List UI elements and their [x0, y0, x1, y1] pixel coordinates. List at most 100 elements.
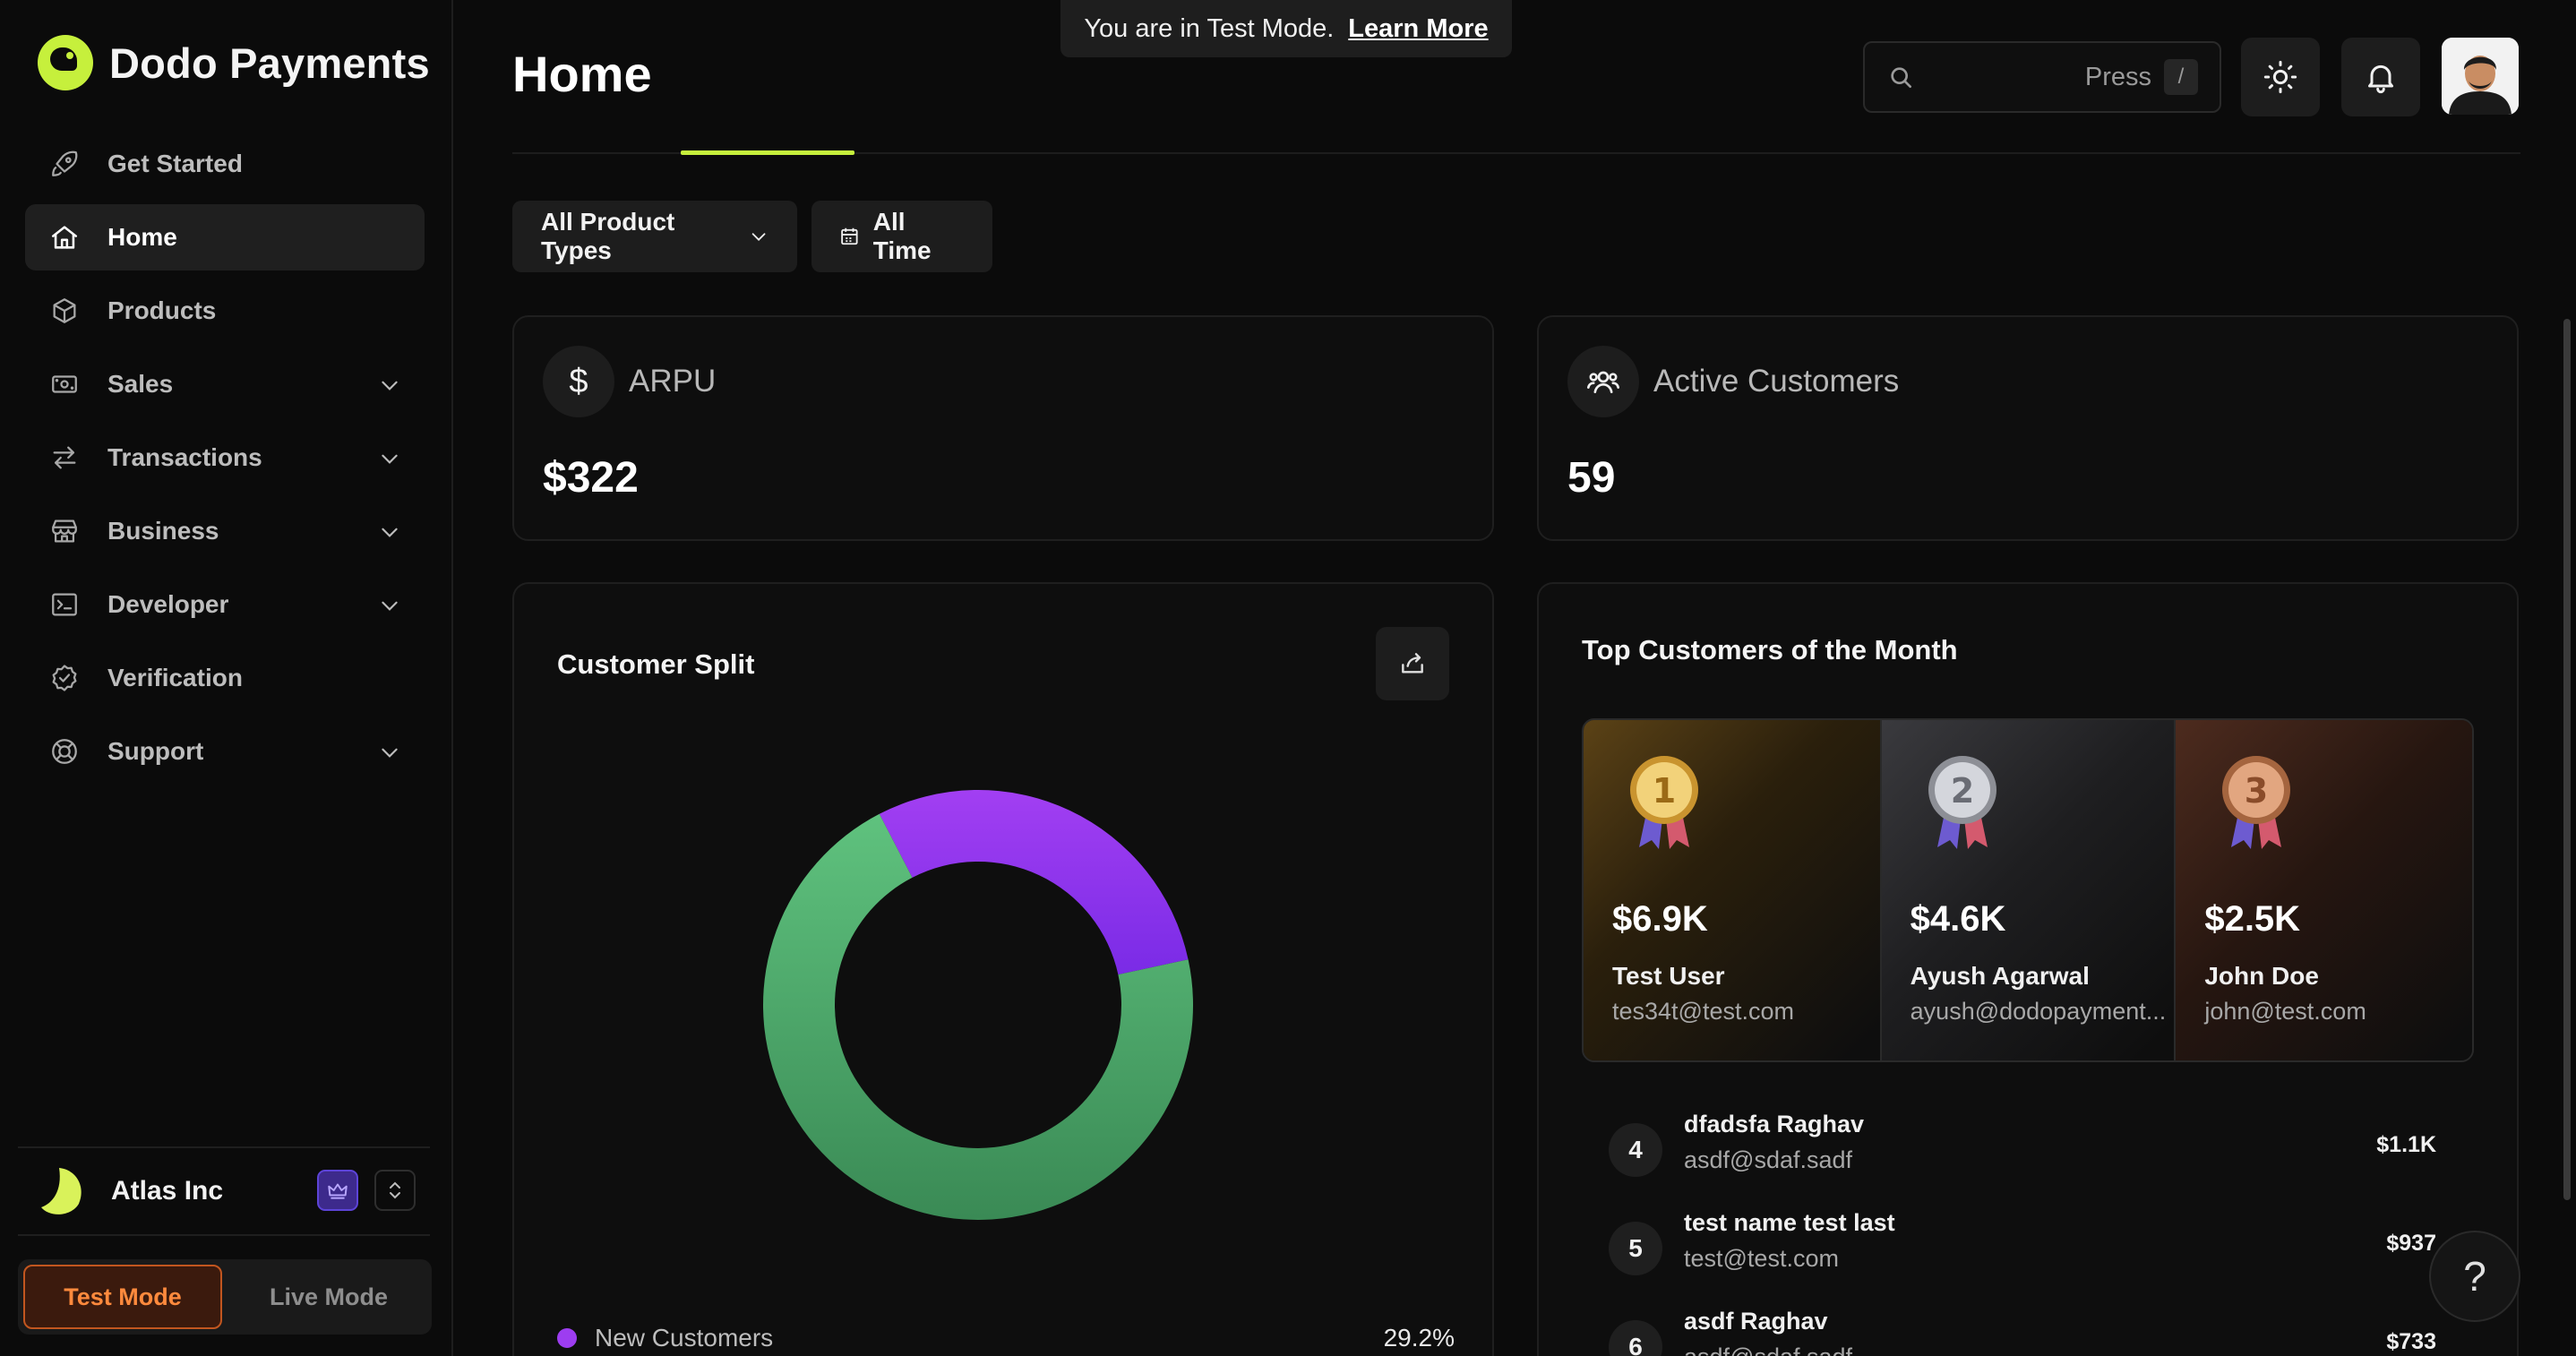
podium-third[interactable]: 3 $2.5K John Doe john@test.com	[2176, 720, 2472, 1060]
avatar[interactable]	[2442, 38, 2519, 115]
chevron-down-icon[interactable]	[378, 373, 401, 397]
sidebar-item-label: Home	[107, 223, 177, 251]
rank-number: 5	[1609, 1222, 1662, 1275]
sidebar-item-verification[interactable]: Verification	[25, 645, 425, 711]
customer-amount: $1.1K	[2376, 1132, 2436, 1157]
sidebar-item-transactions[interactable]: Transactions	[25, 425, 425, 491]
search-placeholder: Press	[2084, 62, 2151, 91]
tabs-divider	[512, 152, 2520, 154]
customer-split-card: Customer Split New Customers 29.2%	[512, 582, 1494, 1356]
donut-segment[interactable]	[763, 813, 1193, 1220]
org-switcher[interactable]: Atlas Inc	[18, 1155, 430, 1227]
bell-icon	[2368, 64, 2393, 94]
stat-label: Active Customers	[1653, 364, 1900, 399]
customer-split-donut	[763, 790, 1193, 1220]
crown-icon[interactable]	[317, 1170, 358, 1211]
test-mode-button[interactable]: Test Mode	[23, 1265, 222, 1329]
org-logo-icon	[34, 1164, 88, 1218]
donut-segment[interactable]	[879, 790, 1189, 975]
dollar-icon: $	[543, 346, 614, 417]
customer-email: asdf@sdaf.sadf	[1684, 1146, 1853, 1173]
time-filter[interactable]: All Time	[811, 201, 992, 272]
sidebar-item-label: Get Started	[107, 150, 243, 177]
search-input[interactable]: Press /	[1863, 41, 2221, 113]
notifications-button[interactable]	[2341, 38, 2420, 116]
chart-legend: New Customers 29.2%	[557, 1324, 1455, 1352]
card-title: Customer Split	[557, 648, 755, 680]
users-icon	[1567, 346, 1639, 417]
sidebar-item-label: Sales	[107, 370, 174, 398]
sidebar-item-get-started[interactable]: Get Started	[25, 131, 425, 197]
active-customers-card: Active Customers 59	[1537, 315, 2519, 541]
list-item[interactable]: 4 dfadsfa Raghav asdf@sdaf.sadf $1.1K	[1609, 1111, 2463, 1186]
chevron-down-icon[interactable]	[378, 447, 401, 470]
store-icon	[48, 515, 81, 547]
podium-first[interactable]: 1 $6.9K Test User tes34t@test.com	[1584, 720, 1882, 1060]
chevron-down-icon[interactable]	[378, 594, 401, 617]
sidebar-item-home[interactable]: Home	[25, 204, 425, 270]
podium-amount: $2.5K	[2204, 899, 2301, 939]
product-type-filter[interactable]: All Product Types	[512, 201, 797, 272]
chevron-up-down-icon[interactable]	[374, 1170, 416, 1211]
podium-name: Test User	[1612, 962, 1725, 990]
sidebar-item-products[interactable]: Products	[25, 278, 425, 344]
podium: 1 $6.9K Test User tes34t@test.com 2 $4.6…	[1582, 718, 2474, 1062]
cash-icon	[48, 368, 81, 400]
stat-value: $322	[543, 454, 639, 502]
list-item[interactable]: 6 asdf Raghav asdf@sdaf.sadf $733	[1609, 1308, 2463, 1356]
legend-label: New Customers	[595, 1324, 774, 1352]
arpu-card: $ ARPU $322	[512, 315, 1494, 541]
sidebar-nav: Get Started Home Products Sales Trans	[25, 131, 425, 792]
sidebar-item-business[interactable]: Business	[25, 498, 425, 564]
calendar-icon	[841, 227, 858, 245]
brand-name: Dodo Payments	[109, 39, 430, 87]
podium-email: john@test.com	[2204, 998, 2366, 1025]
help-button[interactable]: ?	[2429, 1231, 2520, 1322]
live-mode-button[interactable]: Live Mode	[269, 1283, 389, 1310]
box-icon	[48, 295, 81, 327]
top-customers-card: Top Customers of the Month 1 $6.9K Test …	[1537, 582, 2519, 1356]
customer-amount: $937	[2386, 1231, 2436, 1256]
podium-amount: $6.9K	[1612, 899, 1708, 939]
filter-label: All Product Types	[541, 208, 675, 264]
sun-icon	[2263, 60, 2297, 94]
podium-second[interactable]: 2 $4.6K Ayush Agarwal ayush@dodopayment.…	[1881, 720, 2177, 1060]
org-name: Atlas Inc	[111, 1176, 224, 1206]
legend-swatch	[557, 1328, 577, 1348]
svg-text:3: 3	[2245, 771, 2268, 811]
bronze-medal-icon: 3	[2222, 756, 2291, 849]
chevron-down-icon[interactable]	[378, 741, 401, 764]
scrollbar[interactable]	[2563, 319, 2571, 1200]
brand[interactable]: Dodo Payments	[38, 34, 430, 91]
mode-toggle: Test Mode Live Mode	[18, 1259, 432, 1335]
customer-amount: $733	[2386, 1329, 2436, 1354]
svg-text:1: 1	[1653, 771, 1676, 811]
chevron-down-icon[interactable]	[378, 520, 401, 544]
sidebar-item-sales[interactable]: Sales	[25, 351, 425, 417]
chevron-down-icon	[751, 233, 766, 241]
podium-name: Ayush Agarwal	[1910, 962, 2090, 990]
podium-email: tes34t@test.com	[1612, 998, 1794, 1025]
customer-name: asdf Raghav	[1684, 1308, 1828, 1335]
gold-medal-icon: 1	[1630, 756, 1698, 849]
theme-toggle-button[interactable]	[2241, 38, 2320, 116]
list-item[interactable]: 5 test name test last test@test.com $937	[1609, 1209, 2463, 1284]
share-button[interactable]	[1376, 627, 1449, 700]
sidebar-item-label: Business	[107, 517, 219, 545]
sidebar-item-label: Support	[107, 737, 204, 765]
sidebar-item-developer[interactable]: Developer	[25, 571, 425, 638]
page-title: Home	[512, 46, 652, 102]
lifebuoy-icon	[48, 735, 81, 768]
stat-label: ARPU	[629, 364, 717, 399]
banner-text: You are in Test Mode.	[1084, 13, 1335, 43]
sidebar-item-support[interactable]: Support	[25, 718, 425, 785]
learn-more-link[interactable]: Learn More	[1348, 13, 1489, 43]
silver-medal-icon: 2	[1928, 756, 1996, 849]
customer-email: test@test.com	[1684, 1245, 1839, 1272]
test-mode-banner: You are in Test Mode. Learn More	[1060, 0, 1512, 57]
card-title: Top Customers of the Month	[1582, 634, 1958, 665]
sidebar-item-label: Transactions	[107, 443, 262, 471]
podium-name: John Doe	[2204, 962, 2319, 990]
rank-number: 6	[1609, 1320, 1662, 1356]
terminal-icon	[48, 588, 81, 621]
